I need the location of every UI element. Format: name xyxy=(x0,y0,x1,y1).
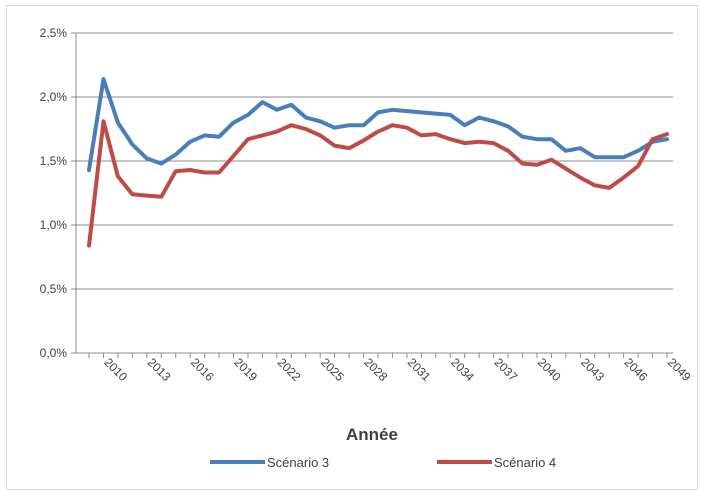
chart-frame xyxy=(6,5,698,490)
y-tick-label: 1,5% xyxy=(40,154,68,168)
series-line-1 xyxy=(87,77,669,172)
x-tick-label: 2025 xyxy=(318,355,347,384)
x-tick-label: 2016 xyxy=(188,355,217,384)
series-line-2 xyxy=(87,119,669,248)
x-tick-label: 2043 xyxy=(578,355,607,384)
x-tick-label: 2049 xyxy=(665,355,694,384)
x-axis-title: Année xyxy=(346,425,398,444)
x-tick-label: 2037 xyxy=(491,355,520,384)
x-tick-label: 2028 xyxy=(361,355,390,384)
y-tick-label: 2,5% xyxy=(40,26,68,40)
x-tick-label: 2034 xyxy=(448,355,477,384)
x-tick-label: 2010 xyxy=(101,355,130,384)
y-tick-label: 0,5% xyxy=(40,282,68,296)
y-tick-label: 1,0% xyxy=(40,218,68,232)
gridlines xyxy=(76,32,673,290)
y-tick-label: 0,0% xyxy=(40,346,68,360)
axes xyxy=(71,32,673,358)
x-tick-label: 2019 xyxy=(231,355,260,384)
legend-label: Scénario 4 xyxy=(494,455,556,470)
x-tick-label: 2022 xyxy=(275,355,304,384)
y-tick-label: 2,0% xyxy=(40,90,68,104)
x-tick-label: 2013 xyxy=(145,355,174,384)
x-tick-labels: 2010 2013 2016 2019 2022 2025 2028 2031 2034 2037… xyxy=(101,355,694,384)
y-tick-labels: 0,0% 0,5% 1,0% 1,5% 2,0% 2,5% xyxy=(40,26,68,360)
x-tick-label: 2031 xyxy=(405,355,434,384)
x-tick-label: 2040 xyxy=(535,355,564,384)
x-tick-label: 2046 xyxy=(622,355,651,384)
legend-label: Scénario 3 xyxy=(267,455,329,470)
legend: Scénario 3 Scénario 4 xyxy=(210,455,556,470)
series-lines xyxy=(87,77,669,248)
